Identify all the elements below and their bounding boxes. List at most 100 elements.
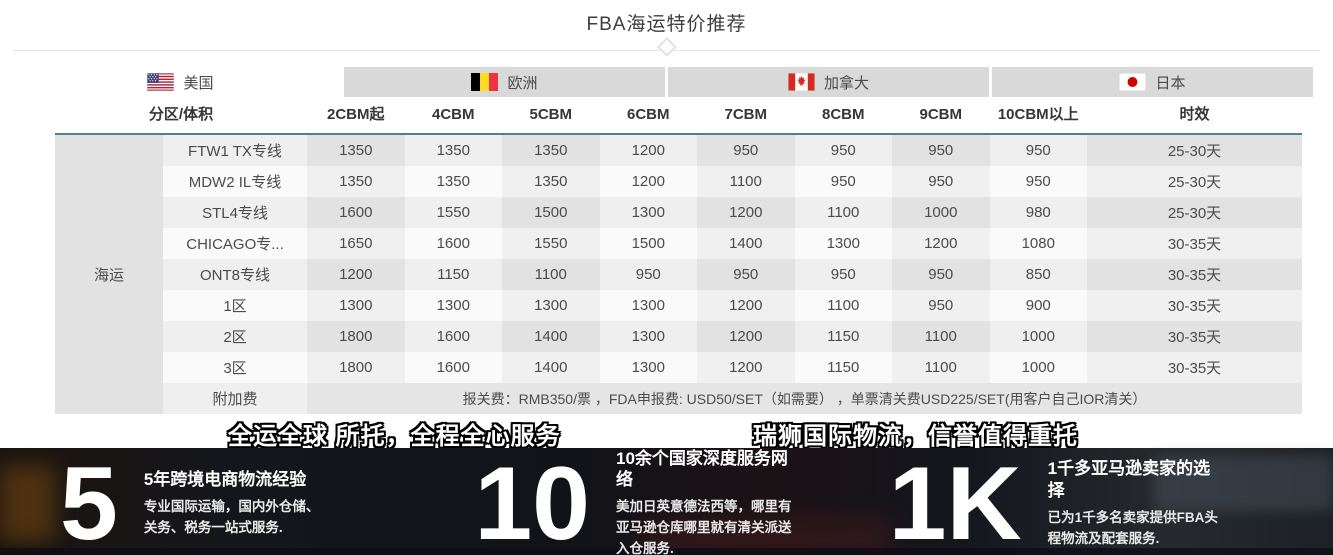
- price-cell: 1400: [697, 228, 795, 259]
- stat-years: 5 5年跨境电商物流经验 专业国际运输，国内外仓储、关务、税务一站式服务.: [60, 452, 474, 555]
- price-cell: 1300: [502, 290, 600, 321]
- tab-label: 日本: [1155, 74, 1186, 92]
- diamond-icon: [656, 37, 677, 57]
- price-cell: 950: [697, 259, 795, 290]
- tab-europe[interactable]: 欧洲: [344, 67, 665, 97]
- price-cell: 1100: [502, 259, 600, 290]
- price-cell: 980: [989, 197, 1087, 228]
- canada-flag-icon: [787, 73, 815, 91]
- price-cell: 950: [989, 166, 1087, 197]
- route-label: CHICAGO专...: [163, 228, 307, 259]
- lead-time-cell: 30-35天: [1087, 352, 1302, 383]
- price-cell: 950: [794, 259, 892, 290]
- route-label: STL4专线: [163, 197, 307, 228]
- stat-heading: 5年跨境电商物流经验: [143, 469, 307, 489]
- belgium-flag-icon: [471, 73, 499, 91]
- lead-time-cell: 25-30天: [1087, 166, 1302, 197]
- slogan-left: 全运全球 所托，全程全心服务: [228, 423, 561, 450]
- column-header: 5CBM: [502, 97, 600, 135]
- column-header: 6CBM: [599, 97, 697, 135]
- tab-japan[interactable]: 日本: [992, 67, 1313, 97]
- price-cell: 1600: [404, 352, 502, 383]
- column-header: 分区/体积: [55, 97, 307, 135]
- japan-flag-icon: [1119, 73, 1147, 91]
- tab-canada[interactable]: 加拿大: [668, 67, 989, 97]
- tab-label: 美国: [183, 74, 214, 92]
- stat-number: 10: [474, 445, 591, 555]
- price-cell: 1200: [697, 321, 795, 352]
- price-cell: 1080: [989, 228, 1087, 259]
- price-cell: 1550: [502, 228, 600, 259]
- title-divider: [13, 37, 1320, 57]
- price-cell: 1000: [892, 197, 990, 228]
- price-cell: 1400: [502, 352, 600, 383]
- lead-time-cell: 30-35天: [1087, 290, 1302, 321]
- price-cell: 950: [794, 166, 892, 197]
- price-cell: 1350: [502, 135, 600, 166]
- column-header: 10CBM以上: [989, 97, 1087, 135]
- price-cell: 1300: [599, 290, 697, 321]
- price-cell: 1150: [404, 259, 502, 290]
- stats-photo-band: 5 5年跨境电商物流经验 专业国际运输，国内外仓储、关务、税务一站式服务. 10…: [0, 448, 1333, 555]
- lead-time-cell: 30-35天: [1087, 259, 1302, 290]
- price-cell: 950: [892, 135, 990, 166]
- surcharge-text: 报关费：RMB350/票 ，FDA申报费: USD50/SET（如需要） ，单票…: [307, 383, 1302, 414]
- route-label: MDW2 IL专线: [163, 166, 307, 197]
- price-cell: 1100: [794, 197, 892, 228]
- surcharge-label: 附加费: [163, 383, 307, 414]
- price-cell: 1350: [502, 166, 600, 197]
- price-cell: 850: [989, 259, 1087, 290]
- country-tabs: 美国 欧洲 加拿大 日本: [20, 67, 1313, 97]
- price-cell: 1150: [794, 352, 892, 383]
- price-cell: 1200: [892, 228, 990, 259]
- price-cell: 1800: [307, 352, 405, 383]
- stat-countries: 10 10余个国家深度服务网络 美加日英意德法西等，哪里有亚马逊仓库哪里就有清关…: [474, 448, 888, 555]
- price-cell: 1200: [697, 290, 795, 321]
- price-cell: 1100: [892, 352, 990, 383]
- tab-usa[interactable]: 美国: [20, 67, 341, 97]
- price-cell: 1650: [307, 228, 405, 259]
- slogan-right: 瑞狮国际物流，信誉值得重托: [753, 423, 1078, 450]
- price-cell: 1200: [599, 166, 697, 197]
- route-label: ONT8专线: [163, 259, 307, 290]
- price-cell: 1300: [599, 197, 697, 228]
- column-header: 2CBM起: [307, 97, 405, 135]
- price-cell: 1200: [697, 197, 795, 228]
- column-header: 4CBM: [404, 97, 502, 135]
- price-cell: 1000: [989, 352, 1087, 383]
- price-cell: 950: [697, 135, 795, 166]
- price-cell: 1800: [307, 321, 405, 352]
- price-cell: 1300: [599, 321, 697, 352]
- tab-label: 加拿大: [823, 74, 869, 92]
- column-header: 9CBM: [892, 97, 990, 135]
- price-cell: 1100: [892, 321, 990, 352]
- route-label: FTW1 TX专线: [163, 135, 307, 166]
- slogan-strip: 全运全球 所托，全程全心服务 瑞狮国际物流，信誉值得重托: [0, 414, 1333, 450]
- page-title: FBA海运特价推荐: [586, 14, 747, 35]
- stat-heading: 10余个国家深度服务网络: [616, 448, 788, 490]
- route-label: 1区: [163, 290, 307, 321]
- price-cell: 1100: [794, 290, 892, 321]
- stat-heading: 1千多亚马逊卖家的选择: [1047, 459, 1211, 500]
- price-cell: 950: [989, 135, 1087, 166]
- lead-time-cell: 30-35天: [1087, 228, 1302, 259]
- price-cell: 1200: [599, 135, 697, 166]
- route-label: 3区: [163, 352, 307, 383]
- column-header: 7CBM: [697, 97, 795, 135]
- price-cell: 900: [989, 290, 1087, 321]
- us-flag-icon: [147, 73, 175, 91]
- stat-body: 美加日英意德法西等，哪里有亚马逊仓库哪里就有清关派送入仓服务.: [616, 499, 792, 555]
- price-cell: 1500: [502, 197, 600, 228]
- price-cell: 1150: [794, 321, 892, 352]
- stats-row: 5 5年跨境电商物流经验 专业国际运输，国内外仓储、关务、税务一站式服务. 10…: [0, 448, 1333, 555]
- price-cell: 950: [892, 290, 990, 321]
- price-cell: 1100: [697, 166, 795, 197]
- price-cell: 1200: [697, 352, 795, 383]
- price-cell: 1350: [404, 135, 502, 166]
- group-cell-sea: 海运: [55, 135, 163, 414]
- lead-time-cell: 30-35天: [1087, 321, 1302, 352]
- route-label: 2区: [163, 321, 307, 352]
- price-cell: 1500: [599, 228, 697, 259]
- stat-body: 已为1千多名卖家提供FBA头程物流及配套服务.: [1047, 509, 1218, 546]
- price-cell: 1350: [404, 166, 502, 197]
